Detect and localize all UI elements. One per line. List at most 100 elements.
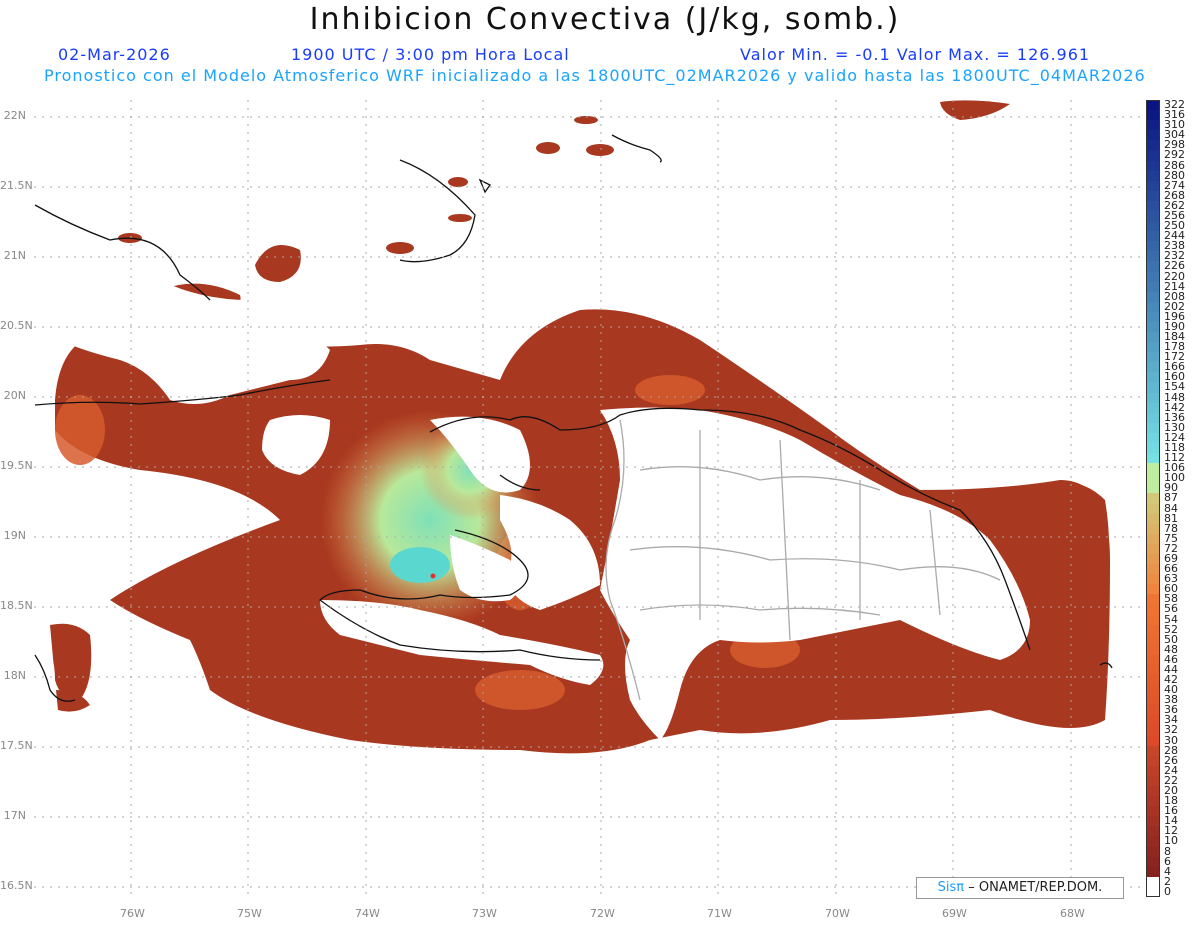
legend-label: 238 xyxy=(1164,239,1185,253)
legend-swatch xyxy=(1147,715,1160,726)
legend-swatch xyxy=(1147,624,1160,636)
legend-label: 50 xyxy=(1164,632,1178,646)
legend-swatch xyxy=(1147,775,1160,787)
lat-label: 22N xyxy=(3,109,26,122)
map-title: Inhibicion Convectiva (J/kg, somb.) xyxy=(309,2,901,37)
legend-swatch xyxy=(1147,846,1160,858)
legend-label: 292 xyxy=(1164,148,1185,162)
legend-swatch xyxy=(1147,685,1160,696)
legend-label: 81 xyxy=(1164,511,1178,525)
legend-label: 2 xyxy=(1164,874,1171,888)
lat-label: 20N xyxy=(3,389,26,402)
legend-label: 20 xyxy=(1164,784,1178,798)
legend-label: 166 xyxy=(1164,360,1185,374)
legend-swatch xyxy=(1147,564,1160,575)
lon-label: 72W xyxy=(590,907,615,920)
lat-label: 18.5N xyxy=(0,599,33,612)
legend-frame xyxy=(1146,100,1160,897)
legend-swatch xyxy=(1147,372,1160,383)
legend-swatch xyxy=(1147,352,1160,363)
legend-swatch xyxy=(1147,483,1160,494)
legend-swatch xyxy=(1147,392,1160,404)
legend-swatch xyxy=(1147,705,1160,716)
legend-label: 30 xyxy=(1164,733,1178,747)
legend-swatch xyxy=(1147,362,1160,373)
legend-swatch xyxy=(1147,533,1160,545)
legend-swatch xyxy=(1147,170,1160,182)
legend-swatch xyxy=(1147,281,1160,293)
admin-borders xyxy=(605,419,1001,701)
legend-swatch xyxy=(1147,765,1160,777)
legend-label: 8 xyxy=(1164,844,1171,858)
legend-label: 148 xyxy=(1164,390,1185,404)
legend-label: 154 xyxy=(1164,380,1185,394)
legend-swatch xyxy=(1147,130,1160,141)
legend-label: 142 xyxy=(1164,400,1185,414)
legend-swatch xyxy=(1147,503,1160,515)
legend-swatch xyxy=(1147,886,1160,898)
legend-label: 100 xyxy=(1164,471,1185,485)
legend-swatch xyxy=(1147,251,1160,262)
legend-swatch xyxy=(1147,140,1160,151)
lon-label: 69W xyxy=(942,907,967,920)
legend-swatch xyxy=(1147,160,1160,172)
lat-label: 19.5N xyxy=(0,459,33,472)
legend-swatch xyxy=(1147,553,1160,565)
credit-box: Sisπ – ONAMET/REP.DOM. xyxy=(916,877,1124,899)
legend-label: 286 xyxy=(1164,158,1185,172)
legend-swatch xyxy=(1147,180,1160,192)
lat-lon-grid xyxy=(34,100,1140,900)
legend-label: 172 xyxy=(1164,350,1185,364)
legend-label: 262 xyxy=(1164,198,1185,212)
legend-swatch xyxy=(1147,654,1160,666)
legend-label: 22 xyxy=(1164,773,1178,787)
legend-label: 14 xyxy=(1164,814,1178,828)
legend-swatch xyxy=(1147,332,1160,343)
legend-swatch xyxy=(1147,453,1160,464)
legend-swatch xyxy=(1147,675,1160,686)
legend-swatch xyxy=(1147,261,1160,272)
legend-swatch xyxy=(1147,382,1160,394)
legend-swatch xyxy=(1147,291,1160,303)
legend-swatch xyxy=(1147,231,1160,242)
legend-swatch xyxy=(1147,574,1160,585)
legend-label: 310 xyxy=(1164,118,1185,132)
legend-label: 63 xyxy=(1164,572,1178,586)
legend-swatch xyxy=(1147,725,1160,737)
legend-label: 34 xyxy=(1164,713,1178,727)
legend-swatch xyxy=(1147,523,1160,535)
legend-label: 58 xyxy=(1164,592,1178,606)
legend-swatch xyxy=(1147,301,1160,313)
lat-label: 17N xyxy=(3,809,26,822)
legend-label: 0 xyxy=(1164,884,1171,898)
legend-swatch xyxy=(1147,614,1160,626)
legend-label: 118 xyxy=(1164,441,1185,454)
lat-label: 17.5N xyxy=(0,739,33,752)
legend-swatch xyxy=(1147,664,1160,676)
legend-swatch xyxy=(1147,190,1160,202)
legend-swatch xyxy=(1147,311,1160,323)
legend-label: 42 xyxy=(1164,673,1178,687)
legend-swatch xyxy=(1147,493,1160,505)
legend-label: 112 xyxy=(1164,451,1185,465)
legend-swatch xyxy=(1147,241,1160,252)
legend-label: 46 xyxy=(1164,652,1178,666)
legend-label: 220 xyxy=(1164,269,1185,283)
forecast-info: Pronostico con el Modelo Atmosferico WRF… xyxy=(44,66,1146,85)
legend-swatch xyxy=(1147,755,1160,767)
legend-label: 36 xyxy=(1164,703,1178,717)
legend-swatch xyxy=(1147,120,1160,131)
legend-swatch xyxy=(1147,543,1160,555)
legend-swatch xyxy=(1147,634,1160,646)
legend-swatch xyxy=(1147,463,1160,474)
legend-swatch xyxy=(1147,221,1160,232)
legend-swatch xyxy=(1147,110,1160,121)
legend-swatch xyxy=(1147,866,1160,878)
legend-swatch xyxy=(1147,200,1160,212)
lon-label: 75W xyxy=(237,907,262,920)
legend-label: 130 xyxy=(1164,420,1185,434)
legend-label: 268 xyxy=(1164,188,1185,202)
legend-swatch xyxy=(1147,342,1160,353)
legend-label: 232 xyxy=(1164,249,1185,263)
legend-label: 16 xyxy=(1164,804,1178,818)
